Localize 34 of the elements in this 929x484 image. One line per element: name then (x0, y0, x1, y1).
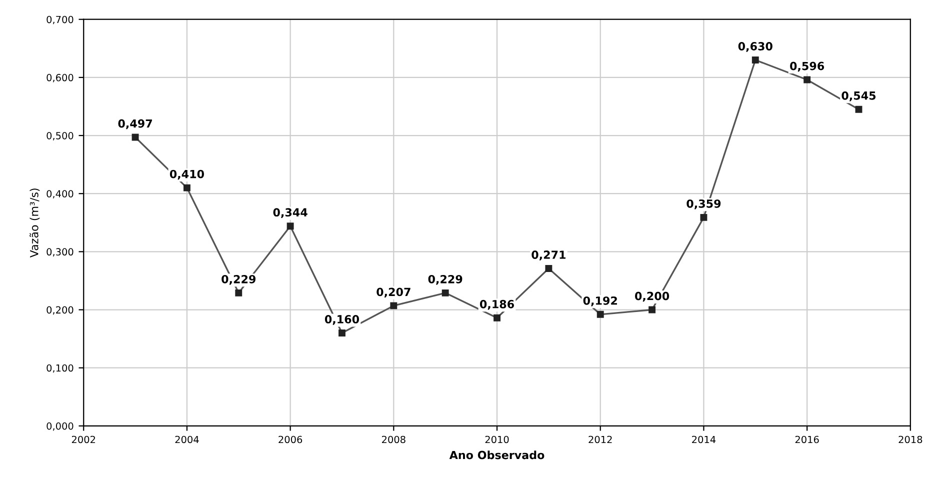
x-tick-label: 2012 (588, 436, 612, 444)
data-label: 0,229 (222, 274, 256, 285)
data-label: 0,497 (118, 119, 152, 130)
data-label: 0,186 (480, 300, 514, 310)
y-tick-label: 0,100 (46, 364, 74, 373)
x-axis-title: Ano Observado (449, 450, 544, 460)
y-tick-label: 0,000 (46, 422, 74, 431)
x-tick-label: 2014 (692, 436, 716, 444)
x-tick-label: 2002 (72, 436, 96, 444)
x-tick-label: 2010 (485, 436, 509, 444)
data-label: 0,545 (842, 91, 876, 102)
y-tick-label: 0,700 (46, 16, 74, 24)
data-label: 0,207 (376, 288, 410, 298)
x-tick-label: 2018 (898, 436, 922, 444)
y-tick-label: 0,600 (46, 74, 74, 82)
y-tick-label: 0,200 (46, 306, 74, 315)
data-label: 0,192 (583, 296, 617, 306)
x-tick-label: 2016 (795, 436, 819, 444)
data-label: 0,200 (635, 292, 670, 302)
data-label: 0,410 (170, 170, 204, 180)
data-label: 0,630 (738, 42, 772, 52)
data-label: 0,596 (790, 62, 824, 72)
data-label: 0,160 (324, 315, 360, 325)
x-tick-label: 2008 (382, 436, 406, 444)
data-label: 0,359 (686, 199, 721, 210)
data-label: 0,229 (428, 274, 462, 285)
x-tick-label: 2006 (278, 436, 302, 444)
y-tick-label: 0,300 (46, 248, 74, 257)
data-label: 0,344 (273, 208, 308, 218)
y-tick-label: 0,500 (46, 132, 74, 140)
y-tick-label: 0,400 (46, 190, 74, 198)
x-tick-label: 2004 (175, 436, 199, 444)
data-label: 0,271 (532, 250, 566, 260)
y-axis-title: Vazão (m³/s) (30, 188, 40, 258)
